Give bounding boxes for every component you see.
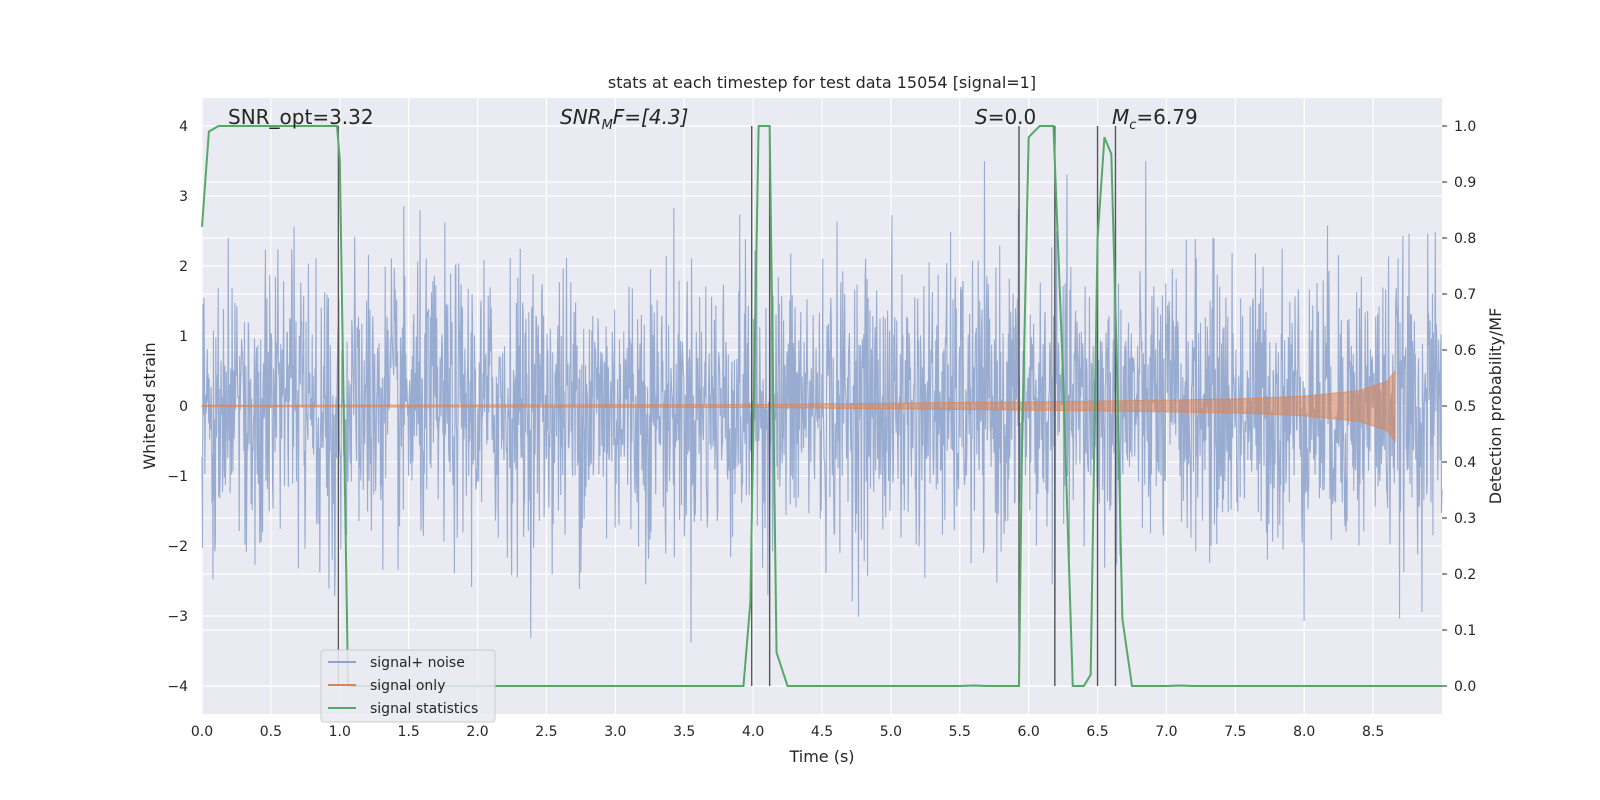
y-ticks-right: 1.0 0.9 0.8 0.7 0.6 0.5 0.4 0.3 0.2 0.1 0.0 — [1442, 119, 1476, 695]
signal-series — [201, 369, 1396, 443]
x-tick-label-16: 8.0 — [1293, 724, 1315, 740]
annotation-snr-opt: SNR_opt=3.32 — [228, 105, 374, 129]
x-axis-label: Time (s) — [788, 747, 854, 766]
annotation-mc-main: M — [1112, 105, 1129, 129]
signal-band — [201, 369, 1396, 443]
y-tick-label-right-8: 0.2 — [1454, 567, 1476, 583]
y-axis-label-right: Detection probability/MF — [1486, 308, 1505, 505]
annotation-mc: Mc=6.79 — [1112, 105, 1198, 133]
x-tick-label-10: 5.0 — [880, 724, 902, 740]
x-tick-label-6: 3.0 — [604, 724, 626, 740]
y-tick-label-left-4: 0 — [179, 399, 188, 415]
x-tick-label-8: 4.0 — [742, 724, 764, 740]
x-tick-label-13: 6.5 — [1086, 724, 1108, 740]
annotation-snr-mf: SNRMF=[4.3] — [560, 105, 688, 133]
x-tick-label-7: 3.5 — [673, 724, 695, 740]
annotation-s-rest: =0.0 — [988, 105, 1037, 129]
legend-label-signal: signal only — [370, 678, 445, 694]
x-tick-label-9: 4.5 — [811, 724, 833, 740]
y-tick-label-left-1: 3 — [179, 189, 188, 205]
x-ticks: 0.0 0.5 1.0 1.5 2.0 2.5 3.0 3.5 4.0 4.5 5.0 5.5 6.0 6… — [191, 724, 1384, 740]
stats-line — [201, 125, 1442, 687]
x-tick-label-17: 8.5 — [1362, 724, 1384, 740]
legend: signal+ noise signal only signal statist… — [320, 649, 496, 723]
legend-label-noise: signal+ noise — [370, 655, 465, 671]
y-tick-label-right-1: 0.9 — [1454, 175, 1476, 191]
x-tick-label-2: 1.0 — [329, 724, 351, 740]
annotation-snr-mf-rest: F=[4.3] — [613, 105, 689, 129]
x-tick-label-3: 1.5 — [398, 724, 420, 740]
y-tick-label-right-7: 0.3 — [1454, 511, 1476, 527]
y-tick-label-left-0: 4 — [179, 119, 188, 135]
annotation-mc-sub: c — [1129, 118, 1136, 133]
y-tick-label-left-3: 1 — [179, 329, 188, 345]
x-tick-label-5: 2.5 — [535, 724, 557, 740]
y-tick-label-right-5: 0.5 — [1454, 399, 1476, 415]
annotation-mc-rest: =6.79 — [1136, 105, 1197, 129]
y-tick-label-right-9: 0.1 — [1454, 623, 1476, 639]
y-tick-label-left-2: 2 — [179, 259, 188, 275]
legend-label-stats: signal statistics — [370, 701, 478, 717]
x-tick-label-4: 2.0 — [466, 724, 488, 740]
y-tick-label-right-2: 0.8 — [1454, 231, 1476, 247]
y-axis-label-left: Whitened strain — [140, 342, 159, 469]
y-tick-label-left-7: −3 — [167, 609, 188, 625]
y-tick-label-left-5: −1 — [167, 469, 188, 485]
x-tick-label-0: 0.0 — [191, 724, 213, 740]
annotation-snr-mf-main: SNR — [560, 105, 602, 129]
x-tick-label-12: 6.0 — [1018, 724, 1040, 740]
x-tick-label-15: 7.5 — [1224, 724, 1246, 740]
y-tick-label-right-3: 0.7 — [1454, 287, 1476, 303]
y-tick-label-right-0: 1.0 — [1454, 119, 1476, 135]
x-tick-label-11: 5.5 — [949, 724, 971, 740]
annotation-s: S=0.0 — [975, 105, 1036, 129]
y-ticks-left: 4 3 2 1 0 −1 −2 −3 −4 — [167, 119, 188, 695]
y-tick-label-left-8: −4 — [167, 679, 188, 695]
y-tick-label-right-6: 0.4 — [1454, 455, 1476, 471]
stats-series — [201, 125, 1442, 687]
vertical-lines — [337, 126, 1117, 686]
y-tick-label-right-10: 0.0 — [1454, 679, 1476, 695]
chart-title: stats at each timestep for test data 150… — [608, 73, 1036, 92]
annotation-s-main: S — [975, 105, 988, 129]
x-tick-label-1: 0.5 — [260, 724, 282, 740]
annotation-snr-mf-sub: M — [602, 118, 613, 133]
legend-box — [320, 649, 496, 723]
y-tick-label-left-6: −2 — [167, 539, 188, 555]
y-tick-label-right-4: 0.6 — [1454, 343, 1476, 359]
x-tick-label-14: 7.0 — [1155, 724, 1177, 740]
